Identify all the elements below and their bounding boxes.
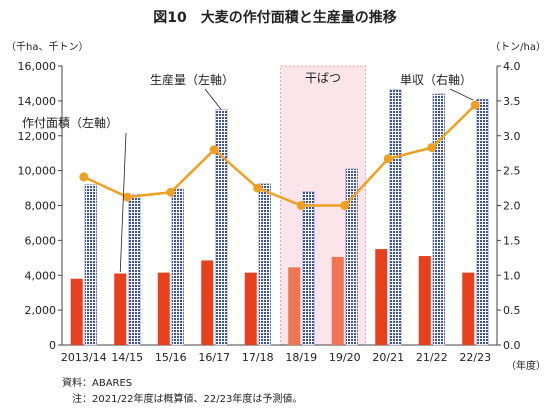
yield-point bbox=[340, 201, 350, 210]
bar-area bbox=[375, 249, 388, 345]
bar-area bbox=[288, 267, 301, 345]
category-label: 18/19 bbox=[285, 351, 317, 364]
left-tick-label: 10,000 bbox=[18, 165, 57, 178]
label-yield: 単収（右軸） bbox=[400, 72, 472, 87]
yield-point bbox=[122, 192, 132, 202]
bar-area bbox=[70, 278, 83, 345]
chart-title: 図10 大麦の作付面積と生産量の推移 bbox=[153, 9, 396, 26]
category-label: 19/20 bbox=[329, 351, 361, 364]
bar-production bbox=[258, 183, 271, 346]
bar-production bbox=[84, 184, 97, 346]
yield-point bbox=[79, 172, 89, 182]
category-label: 15/16 bbox=[155, 351, 187, 364]
yield-point bbox=[383, 154, 393, 164]
bar-area bbox=[331, 256, 344, 345]
right-tick-label: 3.5 bbox=[503, 95, 521, 108]
leader-yield bbox=[449, 88, 474, 101]
left-tick-label: 16,000 bbox=[18, 60, 57, 73]
label-area: 作付面積（左軸） bbox=[22, 115, 118, 130]
bar-production bbox=[302, 191, 315, 346]
left-tick-label: 0 bbox=[49, 339, 56, 352]
yield-point bbox=[209, 145, 219, 155]
label-production: 生産量（左軸） bbox=[150, 72, 234, 87]
category-label: 14/15 bbox=[111, 351, 143, 364]
category-label: 2013/14 bbox=[61, 351, 107, 364]
source-note: 資料：ABARES bbox=[62, 378, 133, 389]
right-tick-label: 0.0 bbox=[503, 339, 521, 352]
x-axis-unit: （年度） bbox=[506, 359, 546, 372]
bar-production bbox=[432, 93, 445, 346]
category-label: 16/17 bbox=[198, 351, 230, 364]
yield-line bbox=[83, 104, 477, 207]
yield-point bbox=[296, 201, 306, 210]
bar-area bbox=[244, 272, 257, 345]
drought-label: 干ばつ bbox=[305, 71, 341, 85]
left-tick-label: 14,000 bbox=[18, 95, 57, 108]
right-tick-label: 3.0 bbox=[503, 130, 521, 143]
yield-point bbox=[166, 187, 176, 197]
right-tick-label: 2.0 bbox=[503, 200, 521, 213]
remark-note: 注：2021/22年度は概算値、22/23年度は予測値。 bbox=[72, 394, 303, 405]
bar-production bbox=[389, 89, 402, 346]
right-tick-label: 0.5 bbox=[503, 304, 521, 317]
yield-point bbox=[470, 100, 480, 110]
yield-point bbox=[253, 183, 263, 193]
left-tick-label: 8,000 bbox=[25, 200, 57, 213]
bar-area bbox=[157, 272, 170, 345]
plot-area: 干ばつ 0 2,000 4,000 6,000 8,000 10,000 12,000 14,0… bbox=[18, 60, 521, 364]
left-axis-unit: （千ha、千トン） bbox=[6, 41, 88, 53]
yield-point bbox=[427, 143, 437, 153]
right-tick-label: 1.0 bbox=[503, 269, 521, 282]
bar-area bbox=[462, 272, 475, 345]
bar-production bbox=[345, 168, 358, 346]
category-label: 17/18 bbox=[242, 351, 274, 364]
bar-production bbox=[476, 98, 489, 346]
category-label: 21/22 bbox=[416, 351, 448, 364]
leader-production bbox=[204, 88, 222, 110]
right-axis-unit: （トン/ha） bbox=[490, 41, 546, 53]
category-label: 20/21 bbox=[372, 351, 404, 364]
bar-area bbox=[201, 260, 214, 345]
bar-area bbox=[418, 256, 431, 345]
bar-production bbox=[171, 188, 184, 346]
left-tick-label: 2,000 bbox=[25, 304, 57, 317]
leader-area bbox=[119, 132, 127, 273]
left-tick-label: 4,000 bbox=[25, 269, 57, 282]
bar-area bbox=[114, 273, 127, 345]
left-tick-label: 12,000 bbox=[18, 130, 57, 143]
bar-production bbox=[128, 193, 141, 346]
left-tick-label: 6,000 bbox=[25, 234, 57, 247]
bar-production bbox=[215, 109, 228, 346]
right-tick-label: 1.5 bbox=[503, 234, 521, 247]
category-label: 22/23 bbox=[459, 351, 491, 364]
right-tick-label: 2.5 bbox=[503, 165, 521, 178]
right-tick-label: 4.0 bbox=[503, 60, 521, 73]
